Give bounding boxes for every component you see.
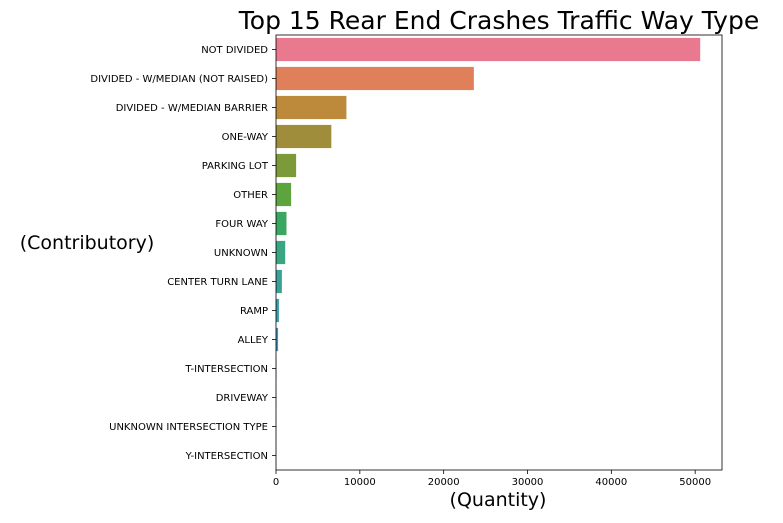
bars-group [276,37,701,468]
bar-10 [276,327,279,352]
bar-5 [276,182,292,207]
category-label: CENTER TURN LANE [167,277,268,288]
category-label: FOUR WAY [215,219,268,230]
bar-9 [276,298,279,323]
category-label: T-INTERSECTION [184,364,268,375]
bar-3 [276,124,332,149]
x-axis-label: (Quantity) [450,489,547,511]
category-label: PARKING LOT [202,161,269,172]
bar-6 [276,211,287,236]
x-tick-label: 50000 [679,477,711,488]
x-tick-label: 10000 [344,477,376,488]
bar-7 [276,240,286,265]
category-label: RAMP [240,306,268,317]
category-label: UNKNOWN INTERSECTION TYPE [109,422,268,433]
category-label: OTHER [233,190,268,201]
x-ticks: 0 10000 20000 30000 40000 50000 [273,470,711,488]
y-axis-label: (Contributory) [20,232,155,254]
category-label: ALLEY [238,335,269,346]
category-label: UNKNOWN [214,248,268,259]
bar-2 [276,95,347,120]
x-tick-label: 20000 [428,477,460,488]
x-tick-label: 0 [273,477,279,488]
bar-8 [276,269,282,294]
x-tick-label: 40000 [595,477,627,488]
bar-4 [276,153,297,178]
chart-title: Top 15 Rear End Crashes Traffic Way Type [238,6,759,35]
category-label: DRIVEWAY [216,393,269,404]
category-label: NOT DIVIDED [201,45,268,56]
bar-0 [276,37,701,62]
x-tick-label: 30000 [512,477,544,488]
category-labels: NOT DIVIDED DIVIDED - W/MEDIAN (NOT RAISE… [90,45,276,462]
category-label: Y-INTERSECTION [185,451,268,462]
category-label: DIVIDED - W/MEDIAN BARRIER [116,103,268,114]
category-label: ONE-WAY [222,132,269,143]
plot-frame [275,34,723,471]
category-label: DIVIDED - W/MEDIAN (NOT RAISED) [90,74,268,85]
bar-1 [276,66,474,91]
